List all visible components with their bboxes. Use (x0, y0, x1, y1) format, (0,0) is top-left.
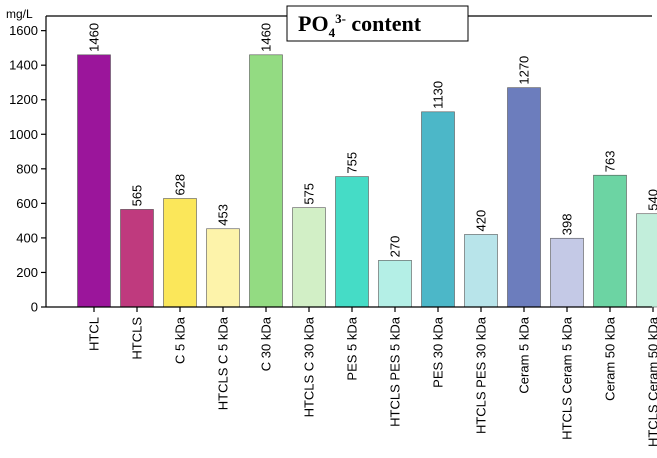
x-tick-label: HTCLS Ceram 50 kDa (646, 316, 657, 447)
bar (292, 207, 326, 308)
bar-value-label: 453 (216, 204, 231, 226)
bar-value-label: 565 (130, 185, 145, 207)
x-tick-label: HTCLS C 5 kDa (216, 316, 231, 410)
x-tick-labels-group: HTCL HTCLS C 5 kDa HTCLS C 5 kDa C 30 kDa HTC… (87, 316, 657, 447)
x-tick-label: C 30 kDa (259, 316, 274, 371)
y-tick-label: 600 (16, 196, 38, 211)
bar-value-label: 398 (560, 214, 575, 236)
bars-group (77, 54, 657, 308)
bar-value-label: 420 (474, 210, 489, 232)
value-labels-group: 1460 565 628 453 1460 575 755 270 1130 420 1270 398… (87, 23, 657, 257)
y-axis-unit-label: mg/L (6, 7, 33, 21)
axes-group (45, 15, 652, 308)
x-tick-label: HTCLS PES 30 kDa (474, 316, 489, 434)
bar-value-label: 1460 (87, 23, 102, 52)
y-tick-label: 200 (16, 265, 38, 280)
bar (464, 234, 498, 308)
bar (378, 260, 412, 308)
y-tick-label: 1600 (9, 23, 38, 38)
x-tick-label: PES 30 kDa (431, 316, 446, 388)
x-tick-label: HTCL (87, 317, 102, 351)
bar (593, 174, 627, 308)
bar (421, 111, 455, 308)
y-ticks-group: 0 200 400 600 800 1000 1200 1400 1600 (9, 23, 654, 315)
bar (77, 54, 111, 308)
bar (636, 213, 657, 308)
y-tick-label: 1200 (9, 92, 38, 107)
title-box (286, 5, 469, 42)
x-tick-label: HTCLS PES 5 kDa (388, 316, 403, 427)
y-tick-label: 1400 (9, 58, 38, 73)
title-text: PO43- content (298, 11, 422, 40)
bar (550, 237, 584, 308)
bar (120, 209, 154, 308)
y-tick-label: 0 (31, 300, 38, 315)
x-tick-label: Ceram 50 kDa (603, 316, 618, 401)
bar-value-label: 575 (302, 183, 317, 205)
title-superscript: 3- (335, 11, 346, 26)
bar (206, 228, 240, 308)
y-tick-label: 400 (16, 230, 38, 245)
bar-value-label: 540 (646, 189, 657, 211)
bar-value-label: 1460 (259, 23, 274, 52)
x-tick-label: HTCLS C 30 kDa (302, 316, 317, 417)
bar-value-label: 763 (603, 151, 618, 173)
x-tick-label: HTCLS (130, 317, 145, 360)
title-subscript: 4 (329, 25, 336, 40)
y-tick-label: 1000 (9, 127, 38, 142)
x-tick-label: PES 5 kDa (345, 316, 360, 380)
bar (335, 176, 369, 308)
x-tick-label: HTCLS Ceram 5 kDa (560, 316, 575, 440)
y-tick-label: 800 (16, 161, 38, 176)
x-tick-label: C 5 kDa (173, 316, 188, 364)
title-rest: content (346, 11, 422, 36)
bar-value-label: 1270 (517, 56, 532, 85)
bar-value-label: 628 (173, 174, 188, 196)
chart-title: PO43- content (286, 5, 469, 42)
bar (249, 54, 283, 308)
bar-value-label: 755 (345, 152, 360, 174)
bar-value-label: 1130 (431, 81, 446, 109)
bar (507, 87, 541, 308)
bar (163, 198, 197, 308)
x-tick-label: Ceram 5 kDa (517, 316, 532, 393)
bar-value-label: 270 (388, 236, 403, 258)
title-main: PO (298, 11, 329, 36)
